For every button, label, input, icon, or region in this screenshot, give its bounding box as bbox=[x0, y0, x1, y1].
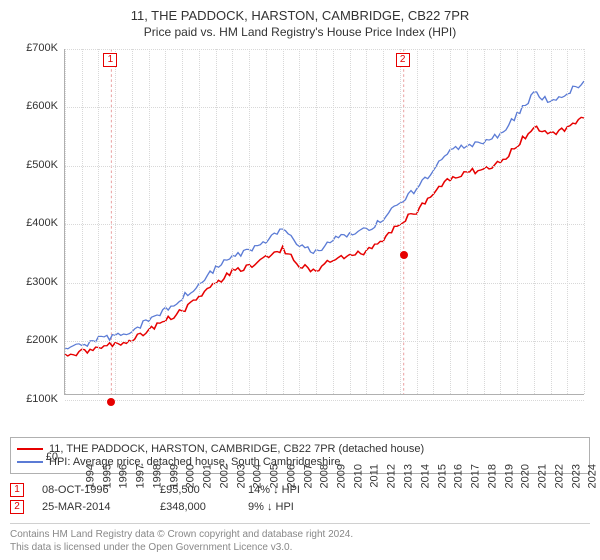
y-axis-label: £200K bbox=[10, 334, 58, 346]
legend-label: 11, THE PADDOCK, HARSTON, CAMBRIDGE, CB2… bbox=[49, 443, 424, 455]
x-axis-label: 2015 bbox=[436, 464, 448, 488]
x-axis-label: 2019 bbox=[503, 464, 515, 488]
x-axis-label: 1998 bbox=[151, 464, 163, 488]
series-hpi bbox=[65, 81, 584, 349]
x-axis-label: 2007 bbox=[302, 464, 314, 488]
x-axis-label: 2011 bbox=[368, 464, 380, 488]
x-axis-label: 2016 bbox=[453, 464, 465, 488]
x-axis-label: 2001 bbox=[202, 464, 214, 488]
x-axis-label: 2009 bbox=[336, 464, 348, 488]
sale-marker-box: 1 bbox=[103, 53, 117, 67]
series-price_paid bbox=[65, 117, 584, 356]
footnote-line-1: Contains HM Land Registry data © Crown c… bbox=[10, 528, 590, 541]
sale-date: 25-MAR-2014 bbox=[42, 501, 142, 513]
chart-area: £0£100K£200K£300K£400K£500K£600K£700K199… bbox=[10, 45, 590, 433]
sale-row: 2 25-MAR-2014 £348,000 9% ↓ HPI bbox=[10, 500, 590, 514]
x-axis-label: 2002 bbox=[218, 464, 230, 488]
chart-subtitle: Price paid vs. HM Land Registry's House … bbox=[10, 25, 590, 39]
sale-dot bbox=[107, 398, 115, 406]
x-axis-label: 2017 bbox=[470, 464, 482, 488]
x-axis-label: 2022 bbox=[553, 464, 565, 488]
x-axis-label: 2006 bbox=[285, 464, 297, 488]
x-axis-label: 2012 bbox=[386, 464, 398, 488]
x-axis-label: 2021 bbox=[537, 464, 549, 488]
x-axis-label: 2000 bbox=[185, 464, 197, 488]
x-axis-label: 2013 bbox=[403, 464, 415, 488]
footnote: Contains HM Land Registry data © Crown c… bbox=[10, 523, 590, 554]
x-axis-label: 2008 bbox=[319, 464, 331, 488]
x-axis-label: 2014 bbox=[419, 464, 431, 488]
chart-container: 11, THE PADDOCK, HARSTON, CAMBRIDGE, CB2… bbox=[0, 0, 600, 560]
footnote-line-2: This data is licensed under the Open Gov… bbox=[10, 541, 590, 554]
sale-row-marker: 2 bbox=[10, 500, 24, 514]
sale-price: £348,000 bbox=[160, 501, 230, 513]
y-axis-label: £600K bbox=[10, 100, 58, 112]
x-axis-label: 2004 bbox=[252, 464, 264, 488]
legend-row: 11, THE PADDOCK, HARSTON, CAMBRIDGE, CB2… bbox=[17, 443, 583, 455]
plot-region bbox=[64, 49, 584, 395]
x-axis-label: 1995 bbox=[101, 464, 113, 488]
x-axis-label: 2018 bbox=[486, 464, 498, 488]
x-axis-label: 2010 bbox=[352, 464, 364, 488]
y-axis-label: £700K bbox=[10, 42, 58, 54]
x-axis-label: 2003 bbox=[235, 464, 247, 488]
sale-marker-box: 2 bbox=[396, 53, 410, 67]
x-axis-label: 1994 bbox=[84, 464, 96, 488]
legend-swatch bbox=[17, 448, 43, 450]
y-axis-label: £100K bbox=[10, 393, 58, 405]
sale-dot bbox=[400, 251, 408, 259]
y-axis-label: £0 bbox=[10, 451, 58, 463]
chart-title: 11, THE PADDOCK, HARSTON, CAMBRIDGE, CB2… bbox=[10, 8, 590, 23]
y-axis-label: £400K bbox=[10, 217, 58, 229]
y-axis-label: £500K bbox=[10, 159, 58, 171]
x-axis-label: 2005 bbox=[269, 464, 281, 488]
x-axis-label: 1999 bbox=[168, 464, 180, 488]
x-axis-label: 2023 bbox=[570, 464, 582, 488]
x-axis-label: 1997 bbox=[135, 464, 147, 488]
x-axis-label: 1996 bbox=[118, 464, 130, 488]
plot-svg bbox=[65, 49, 584, 394]
x-axis-label: 2020 bbox=[520, 464, 532, 488]
sale-row-marker: 1 bbox=[10, 483, 24, 497]
sale-diff: 9% ↓ HPI bbox=[248, 501, 338, 513]
x-axis-label: 2024 bbox=[587, 464, 599, 488]
y-axis-label: £300K bbox=[10, 276, 58, 288]
